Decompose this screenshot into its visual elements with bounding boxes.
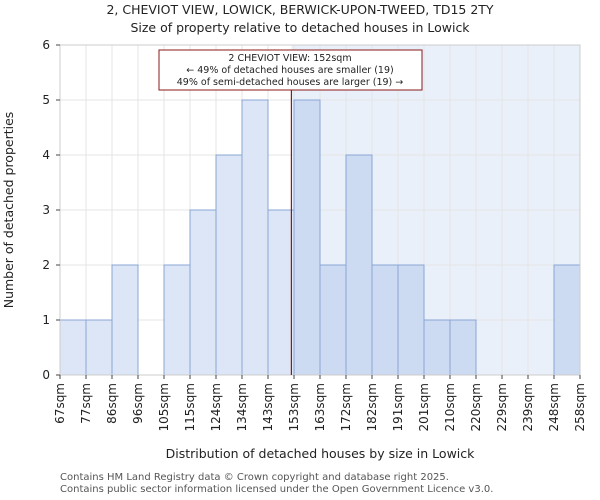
y-axis: 0 1 2 3 4 5 6	[42, 38, 60, 382]
x-tick-label: 163sqm	[313, 383, 327, 431]
x-tick-label: 143sqm	[261, 383, 275, 431]
bar-201sqm	[423, 319, 451, 376]
x-tick-label: 96sqm	[131, 383, 145, 424]
y-tick-label: 3	[42, 203, 50, 217]
bar-105sqm	[163, 264, 191, 376]
x-axis-label: Distribution of detached houses by size …	[166, 446, 476, 461]
y-tick-label: 0	[42, 368, 50, 382]
x-tick-label: 210sqm	[443, 383, 457, 431]
x-tick-label: 248sqm	[547, 383, 561, 431]
bar-124sqm	[215, 154, 243, 376]
bar-67sqm	[59, 319, 87, 376]
x-tick-label: 115sqm	[183, 383, 197, 431]
x-tick-label: 258sqm	[573, 383, 587, 431]
bar-172sqm	[345, 154, 373, 376]
y-tick-label: 5	[42, 93, 50, 107]
x-tick-label: 67sqm	[53, 383, 67, 424]
x-tick-label: 201sqm	[417, 383, 431, 431]
bar-143sqm	[267, 209, 295, 376]
x-tick-label: 77sqm	[79, 383, 93, 424]
bar-86sqm	[111, 264, 139, 376]
x-tick-label: 105sqm	[157, 383, 171, 431]
x-tick-label: 153sqm	[287, 383, 301, 431]
footer-line-1: Contains HM Land Registry data © Crown c…	[60, 472, 449, 483]
x-tick-label: 220sqm	[469, 383, 483, 431]
chart-title: 2, CHEVIOT VIEW, LOWICK, BERWICK-UPON-TW…	[106, 2, 493, 17]
x-axis: 67sqm 77sqm 86sqm 96sqm 105sqm 115sqm 124sqm 13…	[53, 375, 587, 431]
bar-153sqm	[293, 99, 321, 376]
x-tick-label: 134sqm	[235, 383, 249, 431]
y-tick-label: 4	[42, 148, 50, 162]
y-tick-label: 2	[42, 258, 50, 272]
bar-191sqm	[397, 264, 425, 376]
bar-77sqm	[85, 319, 113, 376]
bar-182sqm	[371, 264, 399, 376]
x-tick-label: 124sqm	[209, 383, 223, 431]
annotation-line-3: 49% of semi-detached houses are larger (…	[177, 77, 404, 88]
x-tick-label: 86sqm	[105, 383, 119, 424]
bars	[59, 99, 581, 376]
chart-subtitle: Size of property relative to detached ho…	[130, 20, 470, 35]
bar-248sqm	[553, 264, 581, 376]
annotation-line-1: 2 CHEVIOT VIEW: 152sqm	[228, 53, 351, 64]
x-tick-label: 191sqm	[391, 383, 405, 431]
footer-line-2: Contains public sector information licen…	[60, 484, 494, 495]
x-tick-label: 239sqm	[521, 383, 535, 431]
y-axis-label: Number of detached properties	[1, 112, 16, 309]
y-tick-label: 1	[42, 313, 50, 327]
bar-134sqm	[241, 99, 269, 376]
y-tick-label: 6	[42, 38, 50, 52]
bar-163sqm	[319, 264, 347, 376]
annotation-line-2: ← 49% of detached houses are smaller (19…	[186, 65, 393, 76]
annotation-box: 2 CHEVIOT VIEW: 152sqm ← 49% of detached…	[158, 49, 423, 91]
bar-210sqm	[449, 319, 477, 376]
bar-115sqm	[189, 209, 217, 376]
x-tick-label: 182sqm	[365, 383, 379, 431]
x-tick-label: 229sqm	[495, 383, 509, 431]
x-tick-label: 172sqm	[339, 383, 353, 431]
